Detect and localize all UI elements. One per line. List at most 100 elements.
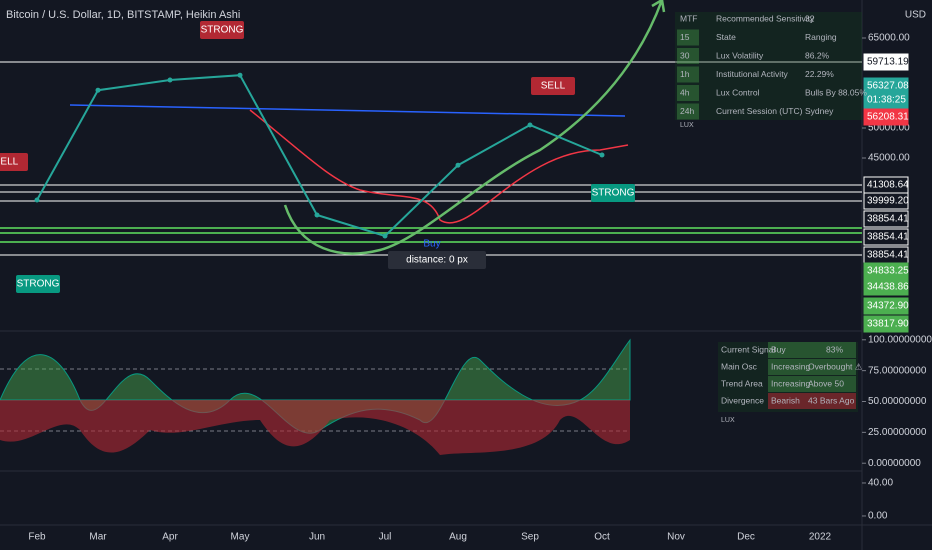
signal-text: Current Signal <box>721 344 775 354</box>
signal-text: Trend Area <box>721 378 763 388</box>
dashboard-text: 15 <box>680 32 690 42</box>
annotation-box <box>591 184 635 202</box>
dashboard-text: 1h <box>680 69 690 79</box>
dashboard-text: MTF <box>680 13 697 23</box>
dashboard-panel <box>675 12 862 120</box>
y-tick-label: 25.00000000 <box>868 427 927 438</box>
price-point <box>167 77 173 83</box>
price-point <box>314 212 320 218</box>
dashboard-text: State <box>716 32 736 42</box>
signal-text: 43 Bars Ago <box>808 395 855 405</box>
price-label: 34833.25 <box>867 266 909 277</box>
price-label: 34438.86 <box>867 282 909 293</box>
price-label-box <box>863 210 909 228</box>
price-point <box>95 87 101 93</box>
price-point <box>382 233 388 239</box>
signal-cell <box>768 376 856 392</box>
price-point <box>455 162 461 168</box>
price-label: 41308.64 <box>867 180 909 191</box>
x-tick-label: Nov <box>667 532 685 543</box>
trend-line <box>69 104 626 117</box>
signal-text: Overbought ⚠ <box>808 361 863 371</box>
dashboard-text: 32 <box>805 13 815 23</box>
signal-text: Increasing <box>771 361 810 371</box>
annotation: STRONG <box>17 279 60 290</box>
dashboard-text: Lux Volatility <box>716 50 764 60</box>
dashboard-cell <box>677 29 699 46</box>
price-label-box <box>863 315 909 333</box>
price-label: 38854.41 <box>867 232 909 243</box>
annotation-box <box>531 77 575 95</box>
brand: LUX <box>680 122 694 129</box>
x-tick-label: Feb <box>28 532 46 543</box>
brand: LUX <box>721 417 735 424</box>
price-point <box>599 152 605 158</box>
price-label: 33817.90 <box>867 319 909 330</box>
annotation-box <box>0 153 28 171</box>
annotation: STRONG <box>592 188 635 199</box>
x-tick-label: Apr <box>162 532 178 543</box>
signal-cell <box>768 393 856 409</box>
price-label-box <box>863 228 909 246</box>
chart-title: Bitcoin / U.S. Dollar, 1D, BITSTAMP, Hei… <box>6 9 240 21</box>
dashboard-text: Ranging <box>805 32 837 42</box>
signal-text: 83% <box>826 344 843 354</box>
price-label-box <box>863 91 909 109</box>
dashboard-text: Recommended Sensitivity <box>716 13 815 23</box>
y-tick-label: 50.00000000 <box>868 396 927 407</box>
drawn-arrow <box>283 0 664 255</box>
price-label: 56208.31 <box>867 112 909 123</box>
dashboard-text: 24h <box>680 106 694 116</box>
annotation: Buy <box>423 239 440 250</box>
dashboard-text: Current Session (UTC) <box>716 106 803 116</box>
price-point <box>34 197 40 203</box>
x-tick-label: Dec <box>737 532 755 543</box>
dashboard-text: 22.29% <box>805 69 834 79</box>
signal-text: Above 50 <box>808 378 844 388</box>
price-point <box>527 122 533 128</box>
x-tick-label: Aug <box>449 532 467 543</box>
dashboard-cell <box>677 85 699 101</box>
annotation-box <box>200 21 244 39</box>
price-label: 34372.90 <box>867 301 909 312</box>
dashboard-cell <box>677 66 699 83</box>
dashboard-text: 4h <box>680 87 690 97</box>
annotation: SELL <box>0 157 19 168</box>
price-label: 59713.19 <box>867 57 909 68</box>
x-tick-label: 2022 <box>809 532 832 543</box>
zone-lines <box>0 227 862 243</box>
dashboard-text: Bulls By 88.05% <box>805 87 867 97</box>
annotation: distance: 0 px <box>406 255 468 266</box>
signal-text: Bearish <box>771 395 800 405</box>
osc-area <box>0 400 630 455</box>
x-tick-label: Mar <box>89 532 107 543</box>
annotation: SELL <box>541 81 566 92</box>
annotation: STRONG <box>201 25 244 36</box>
y-tick-label: 0.00000000 <box>868 458 921 469</box>
signal-text: Divergence <box>721 395 764 405</box>
price-label: 56327.08 <box>867 81 909 92</box>
signal-text: Increasing <box>771 378 810 388</box>
x-tick-label: May <box>231 532 250 543</box>
y-tick-label: 75.00000000 <box>868 365 927 376</box>
signal-cell <box>768 359 856 375</box>
dashboard-text: Sydney <box>805 106 834 116</box>
y-tick-label: 40.00 <box>868 478 893 489</box>
price-label-box <box>863 192 909 210</box>
dashboard-text: Lux Control <box>716 87 760 97</box>
dashboard-text: 86.2% <box>805 50 830 60</box>
price-label-box <box>863 108 909 126</box>
price-label-box <box>863 278 909 296</box>
dashboard-text: 30 <box>680 50 690 60</box>
price-label: 39999.20 <box>867 196 909 207</box>
arrow-head <box>651 0 666 13</box>
price-label-box <box>863 297 909 315</box>
price-label: 38854.41 <box>867 250 909 261</box>
y-tick-label: 0.00 <box>868 511 888 522</box>
price-label-box <box>863 53 909 71</box>
dashboard-cell <box>677 103 699 120</box>
y-tick-label: 45000.00 <box>868 153 910 164</box>
signal-cell <box>768 342 856 358</box>
